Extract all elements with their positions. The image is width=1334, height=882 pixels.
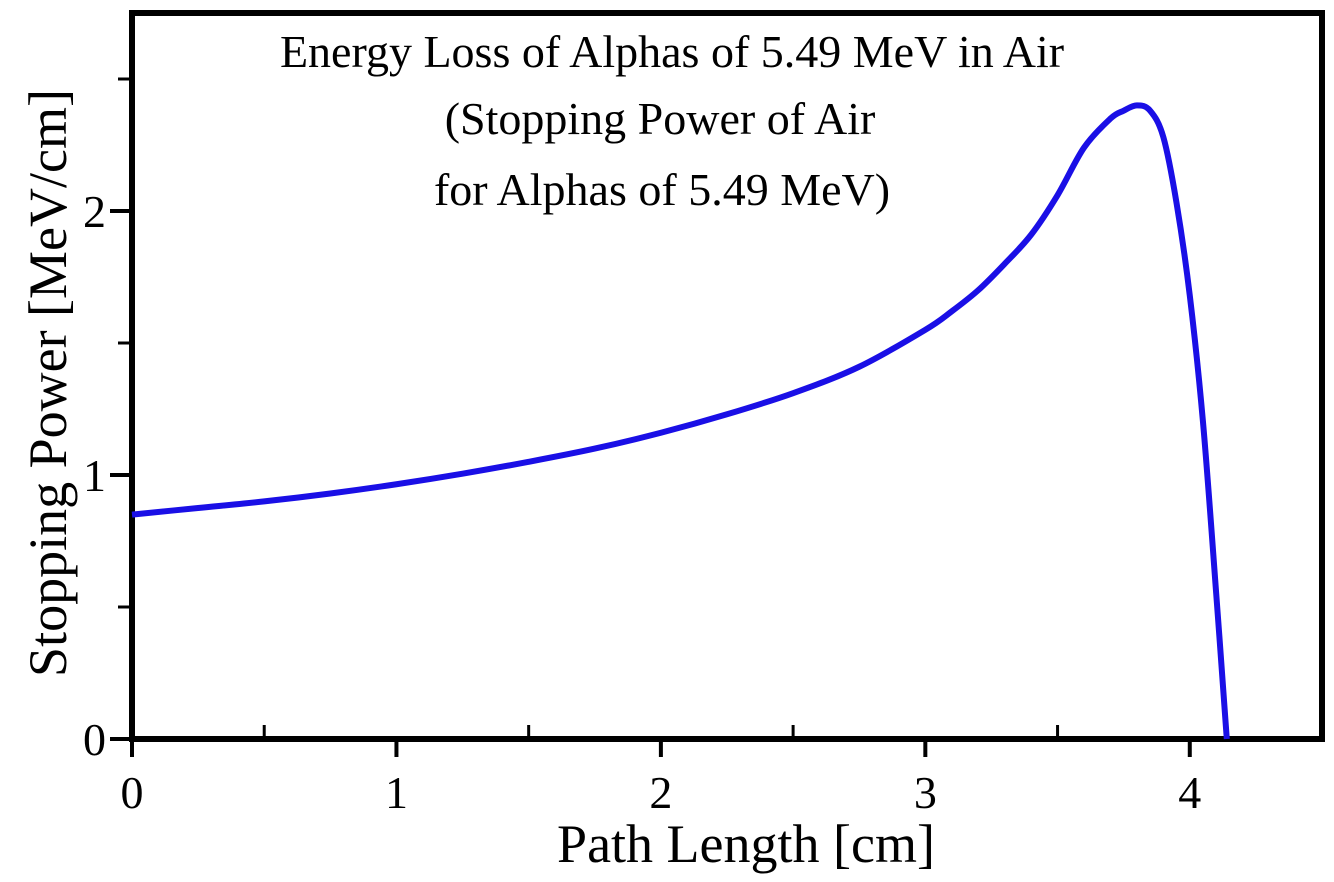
y-tick-label-1: 1 <box>83 450 106 501</box>
tick-marks <box>110 77 1324 757</box>
series-layer <box>131 102 1230 740</box>
plot-frame <box>129 10 1325 742</box>
chart-title-line-2: (Stopping Power of Air <box>445 93 876 144</box>
tick-labels: 0 1 2 3 4 0 1 2 <box>83 186 1201 818</box>
y-tick-label-2: 2 <box>83 186 106 237</box>
series-line-0 <box>131 102 1230 740</box>
chart-title-line-3: for Alphas of 5.49 MeV) <box>434 164 890 215</box>
x-tick-label-3: 3 <box>914 767 937 818</box>
x-tick-label-1: 1 <box>385 767 408 818</box>
x-tick-label-0: 0 <box>121 767 144 818</box>
x-tick-label-2: 2 <box>649 767 672 818</box>
x-tick-label-4: 4 <box>1178 767 1201 818</box>
chart-title-line-1: Energy Loss of Alphas of 5.49 MeV in Air <box>280 26 1064 77</box>
y-axis-title: Stopping Power [MeV/cm] <box>18 89 78 677</box>
y-tick-label-0: 0 <box>83 714 106 765</box>
x-axis-title: Path Length [cm] <box>557 814 935 874</box>
